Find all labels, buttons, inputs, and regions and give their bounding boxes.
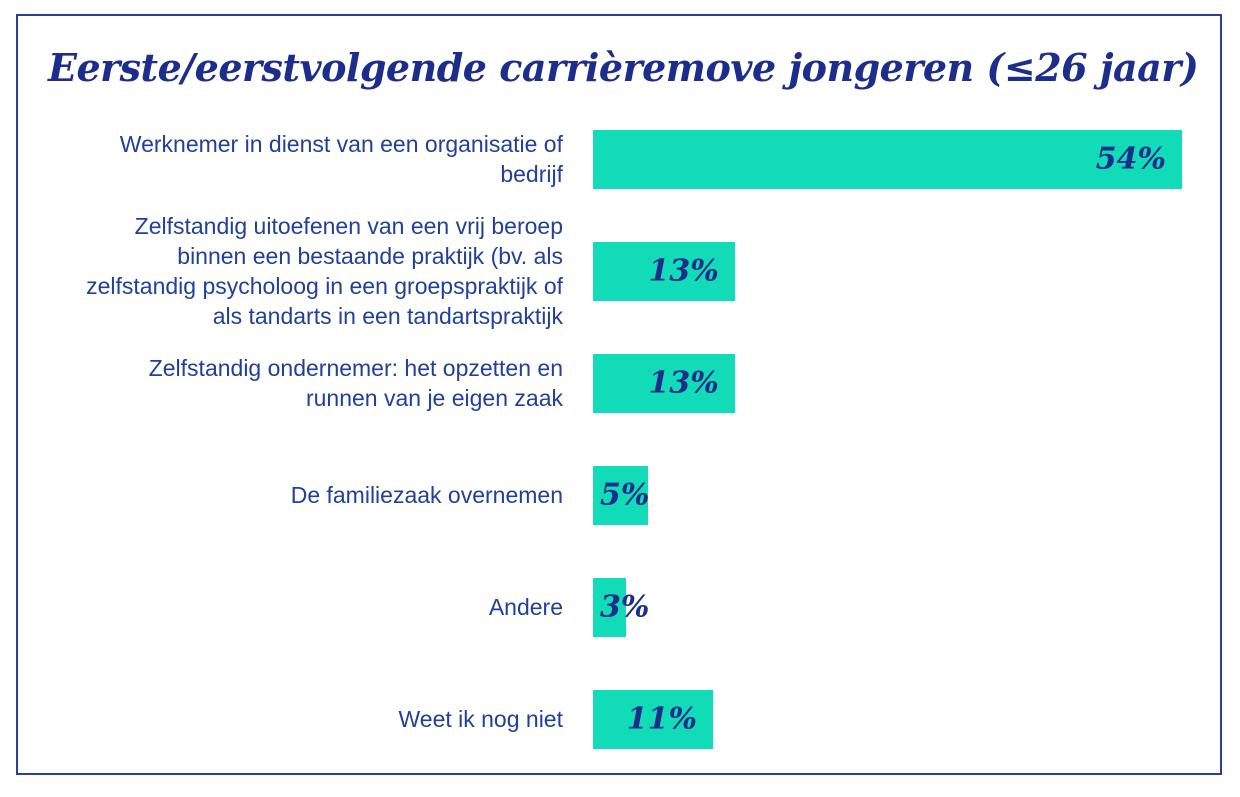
- bar-row: Andere 3%: [18, 577, 1220, 637]
- bar-area: 11%: [593, 689, 1182, 749]
- chart-frame: Eerste/eerstvolgende carrièremove jonger…: [16, 14, 1222, 775]
- chart-title: Eerste/eerstvolgende carrièremove jonger…: [48, 45, 1199, 90]
- bar-row: De familiezaak overnemen 5%: [18, 465, 1220, 525]
- category-label: Weet ik nog niet: [398, 706, 563, 733]
- bar-row: Werknemer in dienst van een organisatie …: [18, 129, 1220, 189]
- bar: 3%: [593, 577, 649, 637]
- bar-value-label: 11%: [626, 701, 697, 737]
- bar-value-label: 54%: [1095, 141, 1166, 177]
- bar-area: 5%: [593, 465, 1182, 525]
- bar-row: Weet ik nog niet 11%: [18, 689, 1220, 749]
- bar-row: Zelfstandig uitoefenen van een vrij bero…: [18, 213, 1220, 329]
- category-label: De familiezaak overnemen: [290, 482, 563, 509]
- bar-value-label: 13%: [648, 365, 719, 401]
- bar-row: Zelfstandig ondernemer: het opzetten en …: [18, 353, 1220, 413]
- bar: 54%: [593, 129, 1182, 189]
- bar-chart: Werknemer in dienst van een organisatie …: [18, 129, 1220, 749]
- bar: 11%: [593, 689, 713, 749]
- category-label: Andere: [488, 594, 563, 621]
- bar-area: 13%: [593, 353, 1182, 413]
- bar: 5%: [593, 465, 650, 525]
- bar-value-label: 13%: [648, 253, 719, 289]
- bar-area: 3%: [593, 577, 1182, 637]
- category-label: Werknemer in dienst van een organisatie …: [119, 131, 563, 188]
- category-label: Zelfstandig uitoefenen van een vrij bero…: [86, 213, 563, 330]
- bar-value-label: 3%: [600, 589, 650, 625]
- bar-value-label: 5%: [600, 477, 650, 513]
- bar-area: 54%: [593, 129, 1182, 189]
- category-label: Zelfstandig ondernemer: het opzetten en …: [148, 355, 563, 412]
- bar-area: 13%: [593, 241, 1182, 301]
- bar: 13%: [593, 353, 735, 413]
- bar: 13%: [593, 241, 735, 301]
